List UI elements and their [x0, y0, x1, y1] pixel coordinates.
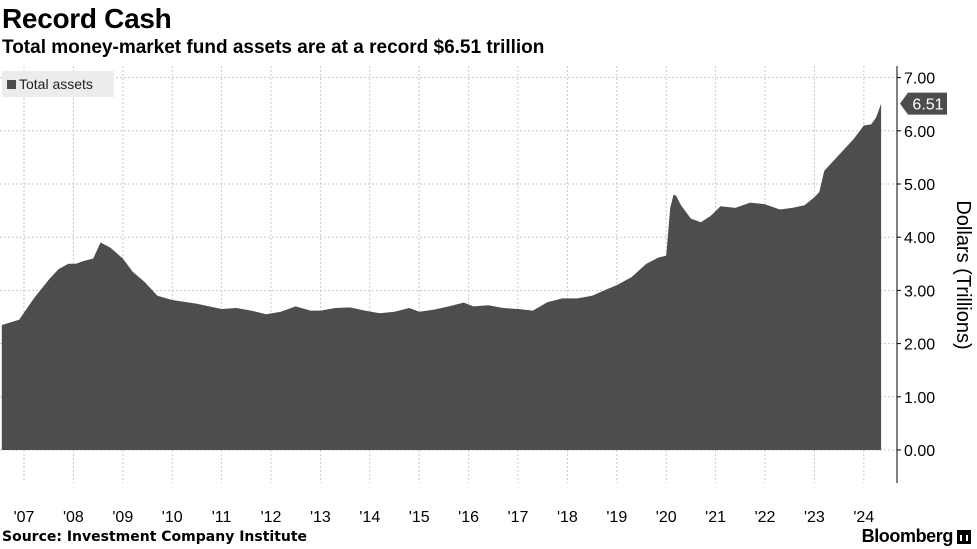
ytick-label-6.00: 6.00	[904, 124, 935, 141]
xtick-label-'19: '19	[606, 509, 627, 526]
xtick-label-'21: '21	[705, 509, 726, 526]
xtick-label-'11: '11	[212, 509, 232, 526]
ytick-label-7.00: 7.00	[904, 71, 935, 88]
brand-name: Bloomberg	[861, 526, 954, 546]
xtick-label-'17: '17	[508, 509, 529, 526]
xtick-label-'14: '14	[359, 509, 380, 526]
xtick-label-'20: '20	[656, 509, 677, 526]
last-value-label: 6.51	[912, 97, 943, 114]
xtick-label-'16: '16	[458, 509, 479, 526]
xtick-label-'10: '10	[162, 509, 183, 526]
xtick-label-'15: '15	[409, 509, 430, 526]
ytick-label-4.00: 4.00	[904, 230, 935, 247]
x-axis-ticks: '07 '08 '09 '10 '11 '12 '13 '14 '15 '16 '17 '18 '19 '…	[14, 509, 875, 526]
legend-label-total-assets: Total assets	[19, 76, 93, 92]
ytick-label-0.00: 0.00	[904, 443, 935, 460]
bloomberg-logo: Bloomberg	[862, 526, 971, 547]
y-axis-label: Dollars (Trillions)	[952, 200, 974, 349]
xtick-label-'18: '18	[557, 509, 578, 526]
source-note: Source: Investment Company Institute	[2, 529, 308, 545]
chart-title: Record Cash	[2, 3, 172, 34]
xtick-label-'13: '13	[310, 509, 331, 526]
ytick-label-2.00: 2.00	[904, 337, 935, 354]
xtick-label-'08: '08	[63, 509, 84, 526]
legend: Total assets	[2, 71, 114, 97]
ytick-label-5.00: 5.00	[904, 177, 935, 194]
legend-swatch-total-assets	[7, 79, 16, 89]
xtick-label-'07: '07	[14, 509, 35, 526]
bloomberg-terminal-icon	[957, 529, 971, 544]
last-value-callout-bg	[900, 92, 947, 115]
y-axis-ticks: 0.00 1.00 2.00 3.00 4.00 5.00 6.00 7.00	[897, 71, 935, 460]
xtick-label-'24: '24	[853, 509, 874, 526]
xtick-label-'12: '12	[261, 509, 282, 526]
xtick-label-'09: '09	[112, 509, 133, 526]
total-assets-area	[1, 103, 882, 450]
xtick-label-'22: '22	[755, 509, 776, 526]
xtick-label-'23: '23	[804, 509, 825, 526]
ytick-label-3.00: 3.00	[904, 283, 935, 300]
last-value-callout: 6.51	[900, 92, 947, 115]
chart-subtitle: Total money-market fund assets are at a …	[2, 37, 545, 58]
ytick-label-1.00: 1.00	[904, 390, 935, 407]
